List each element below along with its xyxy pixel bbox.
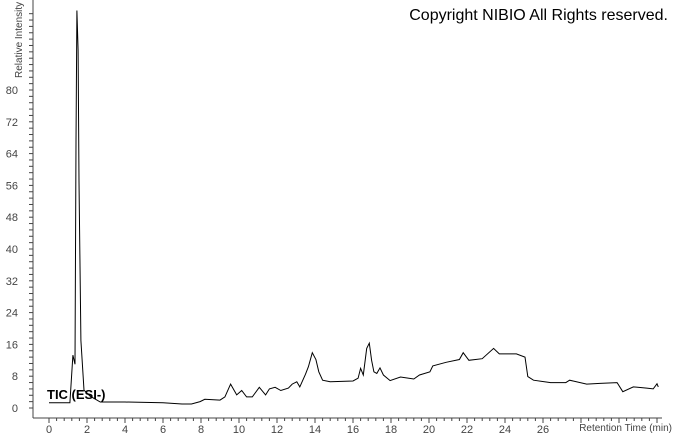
x-tick-label: 8 [198, 424, 204, 434]
y-tick-label: 72 [6, 117, 18, 129]
y-axis-label: Relative Intensity [14, 2, 25, 78]
y-tick-label: 16 [6, 339, 18, 351]
x-tick-label: 10 [233, 424, 245, 434]
x-tick-label: 14 [309, 424, 321, 434]
x-tick-label: 24 [499, 424, 511, 434]
x-axis-label: Retention Time (min) [579, 423, 672, 434]
y-tick-label: 80 [6, 85, 18, 97]
y-tick-label: 40 [6, 244, 18, 256]
y-tick-label: 24 [6, 308, 18, 320]
y-tick-label: 48 [6, 212, 18, 224]
x-tick-label: 26 [537, 424, 549, 434]
trace-label: TIC (ESI-) [47, 387, 106, 402]
x-tick-label: 12 [271, 424, 283, 434]
x-tick-label: 4 [122, 424, 128, 434]
x-tick-label: 2 [84, 424, 90, 434]
copyright-text: Copyright NIBIO All Rights reserved. [409, 7, 668, 24]
y-tick-label: 64 [6, 149, 18, 161]
x-tick-label: 22 [461, 424, 473, 434]
x-tick-label: 6 [160, 424, 166, 434]
y-tick-label: 8 [12, 371, 18, 383]
tic-trace-line [49, 10, 659, 405]
y-tick-label: 32 [6, 276, 18, 288]
x-tick-label: 16 [347, 424, 359, 434]
y-tick-label: 0 [12, 403, 18, 415]
x-tick-label: 20 [423, 424, 435, 434]
x-tick-label: 18 [385, 424, 397, 434]
y-tick-label: 56 [6, 180, 18, 192]
x-tick-label: 0 [46, 424, 52, 434]
